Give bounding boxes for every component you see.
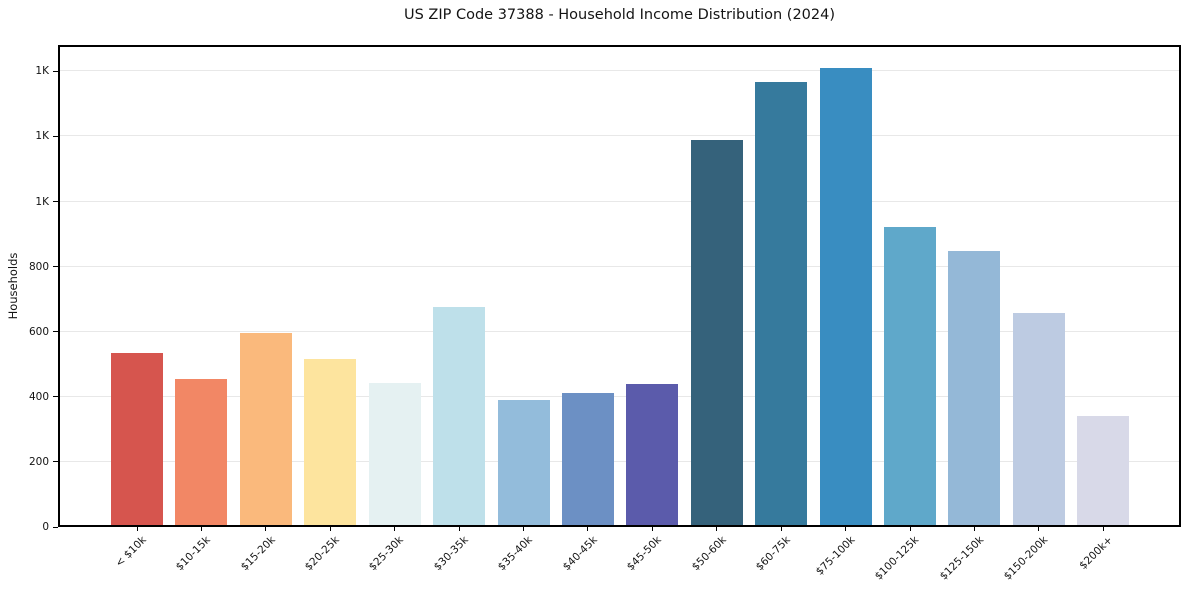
x-tick-label: $150-200k bbox=[1001, 534, 1051, 583]
bar bbox=[626, 383, 679, 527]
gridline bbox=[58, 70, 1181, 72]
gridline bbox=[58, 460, 1181, 462]
bar bbox=[239, 333, 292, 527]
bar bbox=[561, 392, 614, 527]
x-tick-mark bbox=[587, 527, 589, 531]
x-tick-label: $200k+ bbox=[1076, 534, 1115, 572]
x-tick-label: $60-75k bbox=[753, 534, 793, 574]
y-tick-label: 200 bbox=[28, 455, 49, 468]
y-tick-label: 1K bbox=[35, 195, 49, 208]
bar bbox=[755, 81, 808, 527]
x-tick-label: $100-125k bbox=[872, 534, 922, 583]
x-tick-label: $40-45k bbox=[560, 534, 600, 574]
bar bbox=[819, 68, 872, 527]
bar bbox=[175, 378, 228, 527]
bar bbox=[368, 382, 421, 527]
gridline bbox=[58, 395, 1181, 397]
x-tick-mark bbox=[136, 527, 138, 531]
x-tick-mark bbox=[1102, 527, 1104, 531]
x-tick-label: $75-100k bbox=[813, 534, 858, 578]
y-tick-label: 1K bbox=[35, 130, 49, 143]
x-tick-mark bbox=[458, 527, 460, 531]
y-tick-mark bbox=[53, 70, 58, 72]
x-tick-mark bbox=[329, 527, 331, 531]
x-tick-mark bbox=[651, 527, 653, 531]
gridline bbox=[58, 265, 1181, 267]
y-tick-label: 400 bbox=[28, 390, 49, 403]
y-tick-mark bbox=[53, 135, 58, 137]
y-tick-label: 1K bbox=[35, 65, 49, 78]
x-tick-mark bbox=[973, 527, 975, 531]
x-tick-mark bbox=[265, 527, 267, 531]
gridline bbox=[58, 200, 1181, 202]
y-tick-label: 800 bbox=[28, 260, 49, 273]
x-tick-mark bbox=[1038, 527, 1040, 531]
x-tick-mark bbox=[909, 527, 911, 531]
y-tick-mark bbox=[53, 201, 58, 203]
gridline bbox=[58, 135, 1181, 137]
x-tick-label: $10-15k bbox=[173, 534, 213, 574]
bar bbox=[1077, 416, 1130, 527]
y-tick-mark bbox=[53, 461, 58, 463]
x-tick-mark bbox=[845, 527, 847, 531]
x-tick-mark bbox=[394, 527, 396, 531]
x-tick-label: $30-35k bbox=[431, 534, 471, 574]
x-tick-mark bbox=[200, 527, 202, 531]
plot-area bbox=[58, 45, 1181, 527]
x-tick-mark bbox=[716, 527, 718, 531]
chart-title: US ZIP Code 37388 - Household Income Dis… bbox=[403, 7, 836, 23]
x-tick-label: < $10k bbox=[112, 534, 149, 570]
x-tick-label: $125-150k bbox=[937, 534, 986, 583]
x-tick-label: $50-60k bbox=[689, 534, 729, 574]
bar bbox=[690, 139, 743, 527]
bar bbox=[433, 307, 486, 527]
bar bbox=[1012, 313, 1065, 527]
bar bbox=[948, 251, 1001, 527]
y-tick-label: 0 bbox=[42, 521, 49, 533]
x-tick-mark bbox=[523, 527, 525, 531]
gridline bbox=[58, 330, 1181, 332]
bar bbox=[111, 352, 163, 527]
bar bbox=[884, 226, 937, 527]
y-tick-mark bbox=[53, 266, 58, 268]
y-tick-label: 600 bbox=[28, 325, 49, 338]
bar bbox=[497, 399, 550, 527]
x-tick-label: $25-30k bbox=[367, 534, 407, 574]
x-tick-label: $15-20k bbox=[238, 534, 278, 574]
y-tick-mark bbox=[53, 526, 58, 528]
y-tick-mark bbox=[53, 331, 58, 333]
bar bbox=[304, 358, 357, 527]
y-tick-mark bbox=[53, 396, 58, 398]
x-tick-label: $35-40k bbox=[495, 534, 536, 574]
x-tick-mark bbox=[780, 527, 782, 531]
x-tick-label: $20-25k bbox=[302, 534, 342, 574]
x-tick-label: $45-50k bbox=[624, 534, 664, 574]
